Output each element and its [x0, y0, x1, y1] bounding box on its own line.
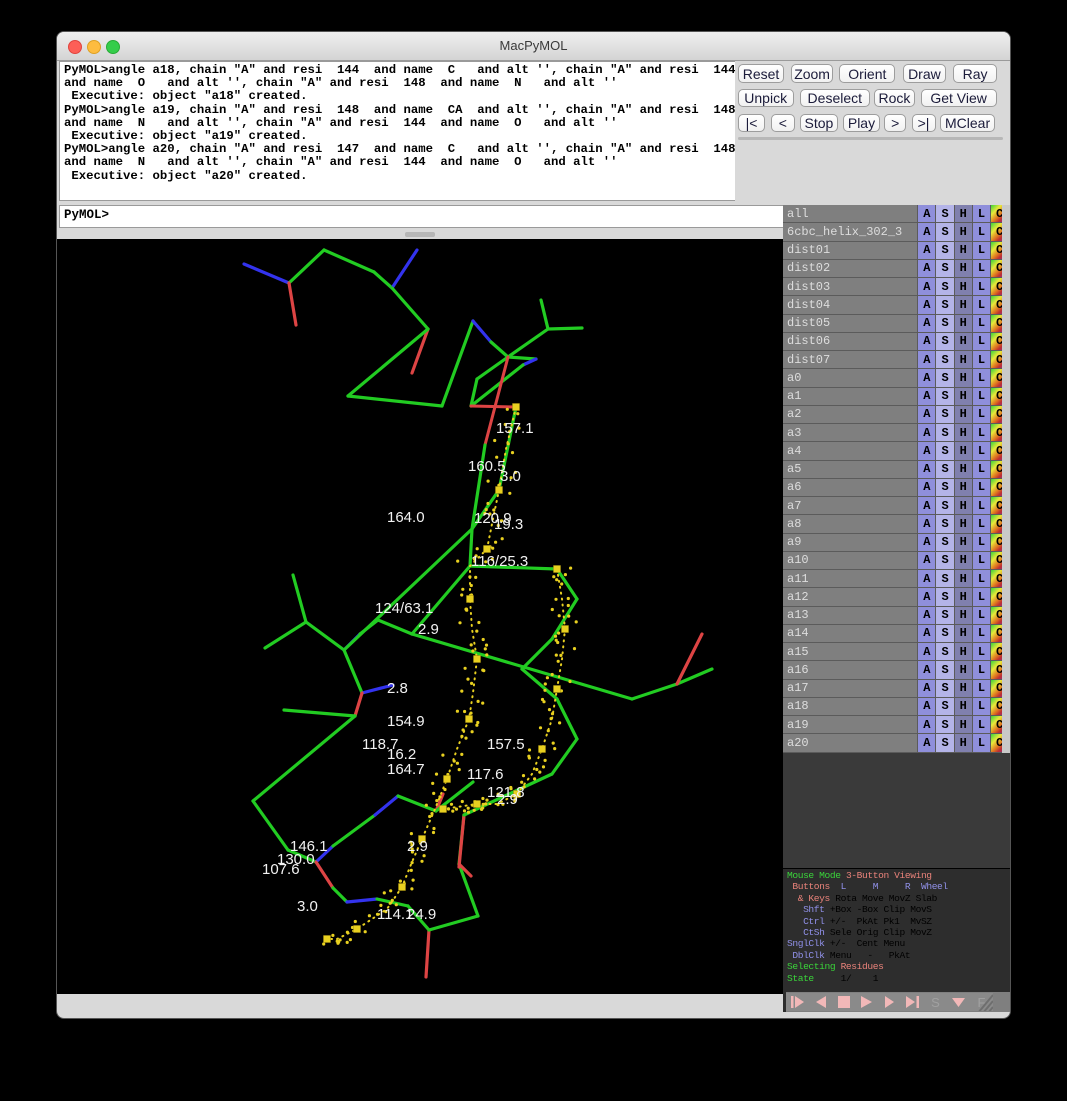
svg-text:121.8: 121.8 [487, 784, 525, 801]
svg-text:107.6: 107.6 [262, 861, 300, 878]
svg-text:164.7: 164.7 [387, 761, 425, 778]
svg-text:157.5: 157.5 [487, 736, 525, 753]
svg-text:2.9: 2.9 [407, 838, 428, 855]
svg-text:117.6: 117.6 [467, 766, 503, 783]
svg-text:164.0: 164.0 [387, 509, 425, 526]
svg-text:2.8: 2.8 [387, 680, 408, 697]
svg-text:3.0: 3.0 [500, 468, 521, 485]
svg-text:124/63.1: 124/63.1 [375, 600, 433, 617]
svg-text:2.9: 2.9 [418, 621, 439, 638]
svg-text:3.0: 3.0 [297, 898, 318, 915]
svg-text:116/25.3: 116/25.3 [471, 553, 528, 570]
svg-text:24.9: 24.9 [407, 906, 436, 923]
svg-text:157.1: 157.1 [496, 420, 534, 437]
svg-text:19.3: 19.3 [494, 516, 523, 533]
svg-text:154.9: 154.9 [387, 713, 425, 730]
